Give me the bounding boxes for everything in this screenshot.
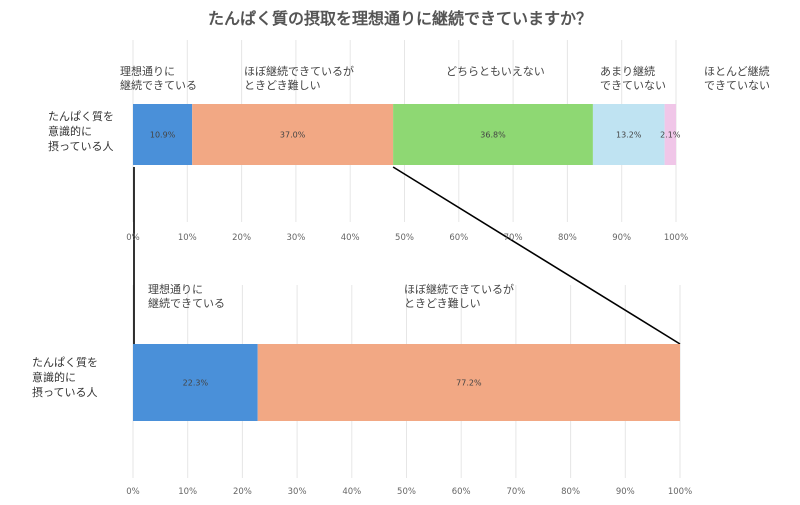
bar-segment bbox=[192, 104, 394, 165]
data-label: 37.0% bbox=[280, 131, 306, 140]
series-label: できていない bbox=[704, 79, 770, 92]
x-tick-label: 90% bbox=[612, 233, 631, 243]
x-tick-label: 0% bbox=[126, 487, 140, 497]
row-label: 意識的に bbox=[48, 124, 92, 138]
x-tick-label: 20% bbox=[233, 487, 252, 497]
x-tick-label: 60% bbox=[449, 233, 468, 243]
series-label: 理想通りに bbox=[148, 282, 203, 296]
series-label: どちらともいえない bbox=[446, 65, 545, 78]
chart-title: たんぱく質の摂取を理想通りに継続できていますか？ bbox=[208, 9, 592, 28]
bar-segment bbox=[257, 344, 680, 421]
data-label: 13.2% bbox=[616, 131, 642, 140]
series-label: 理想通りに bbox=[120, 64, 175, 78]
series-label: ときどき難しい bbox=[404, 297, 481, 310]
x-tick-label: 50% bbox=[397, 487, 416, 497]
chart-text: 0% 10% 20% 30% 40% 50% 60% 70% 80% 90% 100% 10.9% 理想… bbox=[32, 64, 770, 497]
bar-segment bbox=[133, 344, 258, 421]
x-tick-label: 70% bbox=[504, 233, 523, 243]
data-label: 36.8% bbox=[480, 131, 506, 140]
connector-lines bbox=[133, 166, 681, 345]
x-tick-label: 0% bbox=[126, 233, 140, 243]
bar-segment bbox=[393, 104, 593, 165]
data-label: 10.9% bbox=[150, 131, 176, 140]
x-tick-label: 100% bbox=[664, 233, 688, 243]
x-tick-label: 100% bbox=[668, 487, 692, 497]
bar-segment bbox=[592, 104, 665, 165]
series-label: あまり継続 bbox=[600, 64, 655, 78]
x-tick-label: 20% bbox=[232, 233, 251, 243]
data-label: 77.2% bbox=[456, 379, 482, 388]
x-tick-label: 30% bbox=[286, 233, 305, 243]
series-label: ほとんど継続 bbox=[704, 64, 770, 78]
series-label: ほぼ継続できているが bbox=[404, 282, 514, 296]
x-tick-label: 50% bbox=[395, 233, 414, 243]
x-tick-label: 70% bbox=[506, 487, 525, 497]
row-label: 摂っている人 bbox=[32, 385, 97, 399]
x-tick-label: 80% bbox=[558, 233, 577, 243]
data-label: 22.3% bbox=[183, 379, 209, 388]
x-tick-label: 40% bbox=[341, 233, 360, 243]
x-tick-label: 60% bbox=[452, 487, 471, 497]
x-tick-label: 90% bbox=[616, 487, 635, 497]
x-tick-label: 10% bbox=[178, 487, 197, 497]
series-label: できていない bbox=[600, 79, 666, 92]
x-tick-label: 40% bbox=[342, 487, 361, 497]
x-tick-label: 30% bbox=[288, 487, 307, 497]
series-label: 継続できている bbox=[120, 78, 197, 92]
row-label: 摂っている人 bbox=[48, 139, 113, 153]
series-label: ときどき難しい bbox=[244, 79, 321, 92]
bar-segment bbox=[664, 104, 676, 165]
connector-line-right bbox=[392, 166, 681, 345]
row-label: たんぱく質を bbox=[32, 355, 98, 369]
series-label: ほぼ継続できているが bbox=[244, 64, 354, 78]
x-tick-label: 10% bbox=[178, 233, 197, 243]
row-label: 意識的に bbox=[32, 370, 76, 384]
bar-segment bbox=[133, 104, 193, 165]
row-label: たんぱく質を bbox=[48, 109, 114, 123]
data-label: 2.1% bbox=[660, 131, 681, 140]
bar-segments bbox=[133, 104, 680, 421]
x-tick-label: 80% bbox=[561, 487, 580, 497]
series-label: 継続できている bbox=[148, 296, 225, 310]
